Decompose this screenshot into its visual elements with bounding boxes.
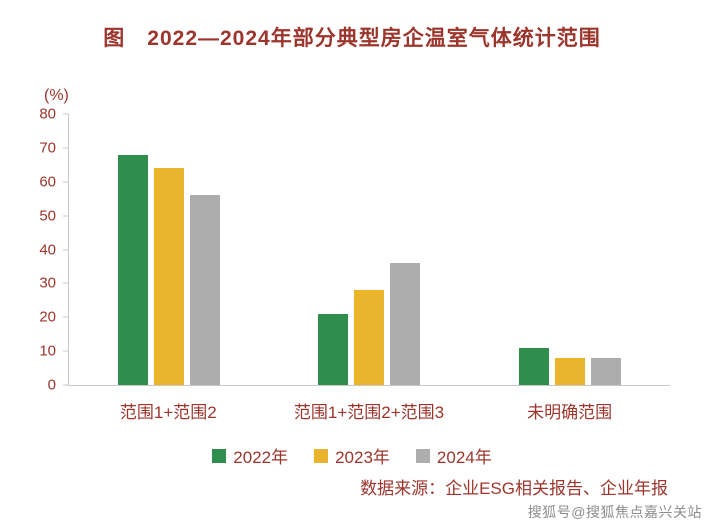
y-tick-mark <box>63 350 69 352</box>
bar <box>318 313 349 385</box>
y-tick-label: 60 <box>39 173 56 191</box>
plot-area: 0 10 20 30 40 50 60 70 80 <box>39 107 670 393</box>
bar <box>118 154 149 385</box>
y-tick-label: 70 <box>39 139 56 157</box>
y-tick-label: 10 <box>39 342 56 360</box>
y-tick: 0 <box>30 378 69 393</box>
legend-label: 2024年 <box>436 448 492 467</box>
y-tick: 10 <box>30 344 69 359</box>
y-tick-label: 50 <box>39 207 56 225</box>
bar-groups <box>69 114 670 385</box>
y-axis-unit-label: (%) <box>44 87 69 104</box>
x-axis-label: 未明确范围 <box>527 403 613 422</box>
bar-group <box>470 114 670 385</box>
y-tick-label: 20 <box>39 308 56 326</box>
y-tick-mark <box>63 249 69 250</box>
y-tick-mark <box>63 113 69 115</box>
y-tick-mark <box>63 316 69 318</box>
legend-item: 2022年 <box>212 443 288 468</box>
legend-item: 2023年 <box>314 443 390 468</box>
bar <box>554 357 585 385</box>
y-tick-label: 80 <box>39 105 56 123</box>
legend-swatch <box>415 448 430 463</box>
y-tick: 30 <box>30 276 69 291</box>
y-tick-mark <box>63 215 69 217</box>
bar <box>190 195 221 385</box>
bar <box>518 347 549 385</box>
y-tick-mark <box>63 181 69 183</box>
legend: 2022年 2023年 2024年 <box>0 443 704 468</box>
y-tick: 70 <box>30 140 69 155</box>
y-tick-label: 40 <box>39 241 56 258</box>
y-tick: 20 <box>30 310 69 325</box>
y-tick: 50 <box>30 208 69 223</box>
y-tick-label: 0 <box>47 376 56 394</box>
legend-swatch <box>314 448 329 463</box>
y-tick-mark <box>63 384 69 386</box>
y-tick-label: 30 <box>39 274 56 292</box>
bar-group <box>269 114 469 385</box>
y-tick: 60 <box>30 174 69 189</box>
legend-item: 2024年 <box>415 443 492 468</box>
bar <box>354 290 385 385</box>
data-source-note: 数据来源：企业ESG相关报告、企业年报 <box>360 479 668 498</box>
y-tick-mark <box>63 147 69 149</box>
legend-label: 2023年 <box>335 448 390 467</box>
chart-title: 图 2022—2024年部分典型房企温室气体统计范围 <box>103 27 601 50</box>
bar-group <box>69 114 269 385</box>
x-axis-label: 范围1+范围2 <box>119 403 217 422</box>
x-axis-labels: 范围1+范围2 范围1+范围2+范围3 未明确范围 <box>68 398 670 423</box>
y-tick-mark <box>63 282 69 284</box>
y-tick: 80 <box>30 107 69 122</box>
bar <box>390 263 421 385</box>
x-axis-label: 范围1+范围2+范围3 <box>293 403 445 422</box>
legend-label: 2022年 <box>233 448 289 467</box>
y-tick: 40 <box>30 242 69 257</box>
bar <box>590 357 621 385</box>
bar <box>154 168 185 385</box>
legend-swatch <box>212 448 227 463</box>
watermark: 搜狐号@搜狐焦点嘉兴关站 <box>527 504 702 520</box>
